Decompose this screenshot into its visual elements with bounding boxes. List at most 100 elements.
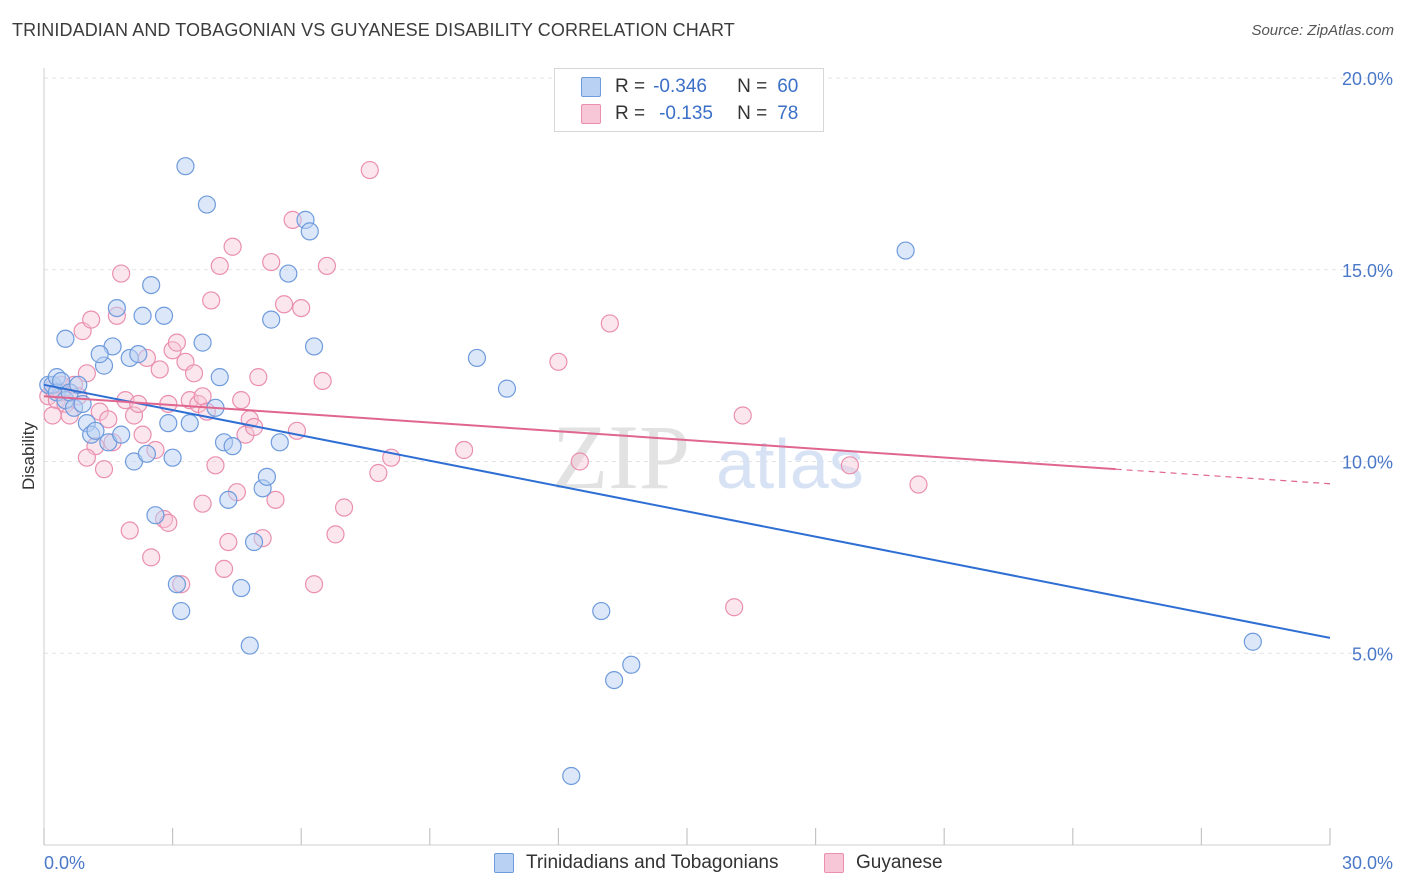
data-point-guyanese [210, 256, 229, 276]
y-axis-label: Disability [19, 421, 38, 490]
watermark: ZIP atlas [552, 406, 864, 508]
watermark-atlas: atlas [716, 425, 864, 503]
data-point-guyanese [124, 406, 144, 425]
data-point-trinidadian [232, 578, 251, 598]
data-point-trinidadian [497, 379, 517, 398]
data-point-guyanese [334, 498, 354, 517]
y-tick-label: 20.0% [1342, 69, 1393, 89]
data-point-trinidadian [56, 329, 75, 348]
data-point-trinidadian [107, 299, 126, 318]
data-point-guyanese [219, 532, 238, 552]
data-point-guyanese [292, 299, 311, 318]
data-point-guyanese [454, 440, 474, 460]
data-point-trinidadian [142, 275, 161, 295]
data-point-trinidadian [223, 437, 242, 456]
data-point-guyanese [193, 494, 212, 513]
data-point-trinidadian [1243, 632, 1262, 651]
data-point-trinidadian [146, 506, 165, 525]
data-point-trinidadian [270, 433, 289, 452]
data-point-guyanese [214, 559, 234, 578]
trend-lines [43, 383, 1331, 639]
data-point-trinidadian [193, 333, 212, 352]
data-point-guyanese [120, 521, 139, 540]
legend-label: Trinidadians and Tobagonians [526, 852, 779, 873]
data-point-trinidadian [240, 636, 259, 655]
pink-swatch-icon [824, 853, 844, 873]
data-point-trinidadian [262, 310, 281, 329]
data-point-guyanese [184, 364, 204, 383]
data-point-trinidadian [467, 348, 487, 368]
data-point-trinidadian [176, 157, 195, 176]
data-point-guyanese [262, 252, 281, 272]
chart-title: TRINIDADIAN AND TOBAGONIAN VS GUYANESE D… [12, 20, 735, 40]
data-point-trinidadian [163, 448, 182, 467]
correlation-legend: R = -0.346 N = 60 R = -0.135 N = 78 [554, 68, 824, 132]
data-point-trinidadian [90, 345, 109, 364]
y-tick-label: 15.0% [1342, 261, 1393, 281]
legend-item-guyanese: Guyanese [824, 852, 943, 874]
data-point-guyanese [725, 598, 744, 617]
data-point-trinidadian [159, 414, 178, 433]
data-point-trinidadian [304, 337, 324, 356]
data-point-guyanese [317, 256, 337, 276]
watermark-zip: ZIP [552, 406, 690, 508]
data-point-guyanese [94, 460, 114, 479]
data-point-trinidadian [219, 490, 238, 509]
data-point-trinidadian [592, 601, 611, 621]
data-point-trinidadian [279, 264, 298, 283]
legend-item-trinidadian: Trinidadians and Tobagonians [494, 852, 778, 874]
data-point-trinidadian [210, 368, 229, 387]
data-point-trinidadian [622, 655, 641, 674]
data-point-guyanese [266, 490, 285, 509]
y-tick-label: 5.0% [1352, 644, 1393, 664]
data-point-guyanese [909, 475, 928, 494]
data-point-guyanese [360, 160, 379, 180]
series-legend: Trinidadians and Tobagonians Guyanese [0, 852, 1406, 878]
blue-swatch-icon [494, 853, 514, 873]
data-point-guyanese [133, 425, 152, 444]
data-point-guyanese [326, 525, 345, 544]
data-point-guyanese [167, 333, 186, 352]
data-point-guyanese [99, 410, 118, 429]
trend-line-trinidadian [43, 383, 1331, 639]
data-point-trinidadian [172, 601, 191, 621]
trend-line-guyanese-extension [1115, 468, 1331, 485]
data-point-trinidadian [180, 414, 199, 433]
data-point-trinidadian [605, 670, 624, 690]
n-label: N = [737, 103, 768, 124]
data-point-trinidadian [167, 575, 186, 594]
r-value: -0.135 [659, 103, 713, 124]
data-point-guyanese [313, 371, 332, 391]
data-point-guyanese [274, 295, 294, 314]
data-point-guyanese [304, 575, 324, 594]
data-point-trinidadian [133, 306, 152, 325]
data-point-trinidadian [112, 425, 131, 444]
n-value: 78 [777, 103, 799, 124]
data-point-guyanese [206, 456, 225, 475]
data-point-guyanese [77, 448, 96, 467]
data-point-trinidadian [257, 467, 277, 486]
data-point-guyanese [112, 264, 131, 283]
data-point-guyanese [249, 368, 268, 387]
grid-lines [44, 77, 1392, 654]
data-point-guyanese [570, 452, 589, 471]
data-point-trinidadian [197, 195, 216, 214]
legend-row-trinidadian: R = -0.346 N = 60 [581, 74, 798, 100]
data-point-guyanese [287, 421, 307, 440]
data-point-guyanese [232, 391, 251, 410]
data-point-guyanese [43, 406, 62, 425]
data-point-guyanese [549, 352, 568, 371]
pink-swatch-icon [581, 104, 601, 124]
r-value: -0.346 [653, 76, 707, 97]
r-label: R = [615, 76, 646, 97]
blue-swatch-icon [581, 77, 601, 97]
r-label: R = [615, 103, 646, 124]
y-tick-label: 10.0% [1342, 453, 1393, 473]
data-point-trinidadian [86, 421, 105, 440]
data-point-guyanese [142, 548, 161, 567]
legend-row-guyanese: R = -0.135 N = 78 [581, 101, 798, 127]
n-label: N = [737, 76, 768, 97]
data-point-guyanese [733, 406, 752, 425]
data-point-trinidadian [129, 345, 148, 364]
